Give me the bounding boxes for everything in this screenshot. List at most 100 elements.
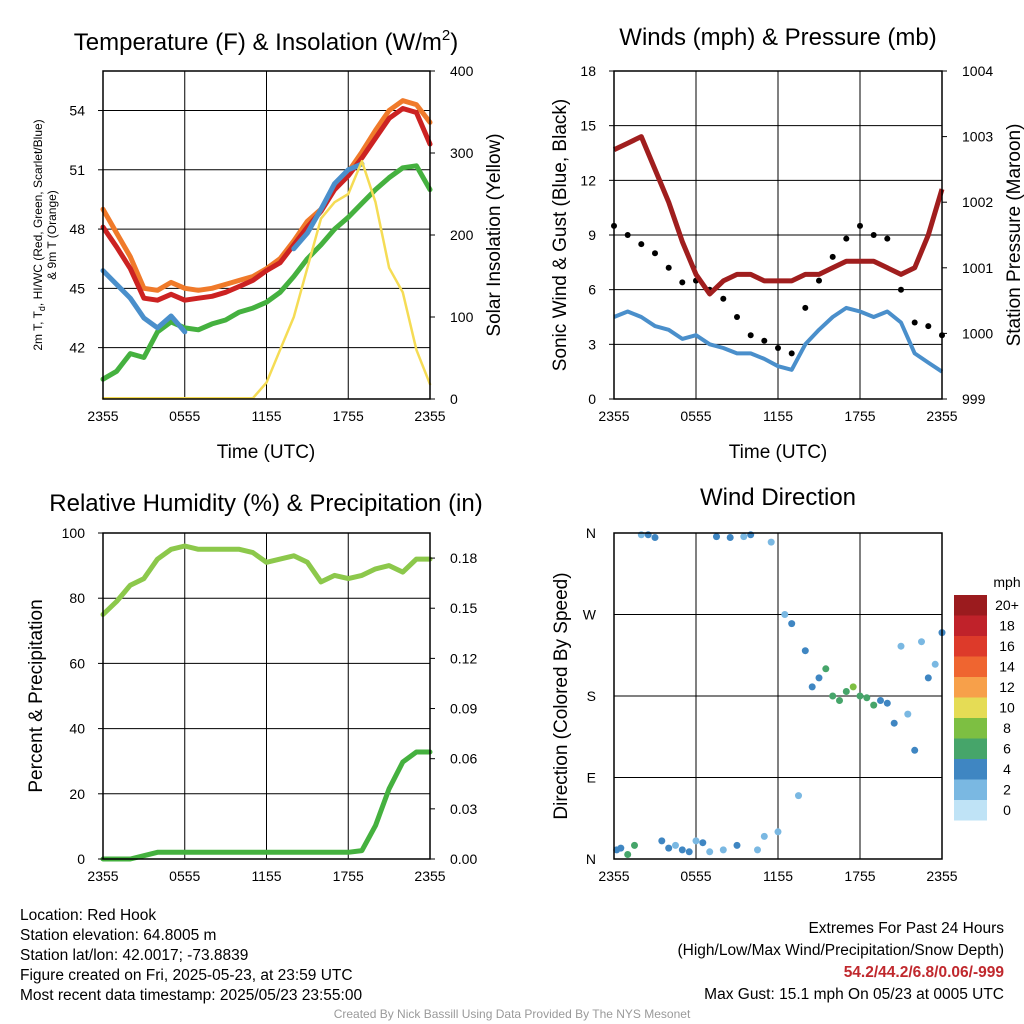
direction-point [842,688,850,695]
direction-point [781,611,789,618]
colorbar-label: 6 [1003,741,1011,757]
y-right-tick-label: 0.18 [450,550,477,566]
winds-right-ticks: 999 1000 1001 1002 1003 1004 [942,63,993,407]
y-right-tick-label: 999 [962,391,986,407]
colorbar-swatch [954,636,987,657]
y-right-tick-label: 0 [450,391,458,407]
gust-point [679,279,686,286]
direction-panel-title: Wind Direction [700,484,856,511]
x-tick-label: 1155 [763,868,793,884]
temperature-y-axis-label: 2m T, Td, HI/WC (Red, Green, Scarlet/Blu… [31,119,47,350]
colorbar-label: 0 [1003,802,1011,818]
direction-point [685,848,693,856]
direction-point [856,692,864,700]
temperature-left-ticks: 42 45 48 51 54 [69,103,103,356]
humidity-x-ticks: 2355 0555 1155 1755 2355 [87,868,445,884]
y-right-tick-label: 0.15 [450,600,477,616]
direction-point [877,697,884,704]
series-line-relative-humidity [100,543,433,617]
winds-x-axis-label: Time (UTC) [729,442,828,463]
recent-timestamp: Most recent data timestamp: 2025/05/23 2… [20,987,363,1004]
y-right-tick-label: 1004 [962,63,993,79]
x-tick-label: 2355 [598,868,629,884]
colorbar-swatch [954,697,987,718]
y-tick-label: 42 [69,340,85,356]
colorbar-swatch [954,759,987,780]
direction-series [613,531,946,858]
colorbar-swatch [954,656,987,677]
x-tick-label: 0555 [680,868,711,884]
y-tick-label: 0 [588,391,596,407]
direction-point [815,674,823,682]
y-tick-label: 15 [580,118,596,134]
y-tick-label: N [586,525,596,541]
humidity-right-ticks: 0.00 0.03 0.06 0.09 0.12 0.15 0.18 [430,550,477,867]
gust-point [761,337,768,344]
max-gust: Max Gust: 15.1 mph On 05/23 at 0005 UTC [704,986,1004,1003]
humidity-panel-title: Relative Humidity (%) & Precipitation (i… [49,490,482,517]
direction-point [733,841,741,849]
gust-point [720,295,727,302]
y-tick-label: 45 [69,280,85,296]
y-tick-label: 18 [580,63,596,79]
y-tick-label: 12 [580,172,596,188]
winds-x-ticks: 2355 0555 1155 1755 2355 [598,408,957,424]
gust-point [816,277,822,284]
colorbar-label: 12 [999,679,1015,695]
series-line-precipitation [100,749,433,862]
credit-line: Created By Nick Bassill Using Data Provi… [333,1007,691,1021]
x-tick-label: 1155 [251,868,281,884]
x-tick-label: 0555 [680,408,711,424]
temperature-panel: Temperature (F) & Insolation (W/m2) 42 45… [31,27,505,463]
y-right-tick-label: 1001 [962,260,993,276]
station-info: Location: Red Hook Station elevation: 64… [20,906,362,1006]
y-right-tick-label: 0.12 [450,650,477,666]
winds-grid [614,71,942,399]
gust-point [802,304,809,311]
temperature-y-axis-label-line2: & 9m T (Orange) [45,190,59,280]
direction-point [767,538,775,546]
x-tick-label: 1755 [844,868,875,884]
direction-point [665,844,673,852]
direction-point [788,620,796,628]
y-tick-label: 51 [69,162,85,178]
gust-point [911,319,918,326]
colorbar-label: 14 [999,659,1015,675]
y-tick-label: S [587,688,596,704]
gust-point [788,350,795,357]
winds-left-ticks: 0 3 6 9 12 15 18 [580,63,614,407]
direction-point [836,697,843,704]
series-line-sonic-wind [613,305,944,374]
series-line-hi-wc [100,161,365,335]
colorbar-swatch [954,738,987,759]
x-tick-label: 2355 [926,408,957,424]
extremes-summary: Extremes For Past 24 Hours (High/Low/Max… [678,918,1005,1006]
colorbar-label: 20+ [995,597,1019,613]
y-right-tick-label: 0.00 [450,851,477,867]
direction-point [678,846,686,854]
winds-panel-title: Winds (mph) & Pressure (mb) [619,24,936,51]
gust-point [624,232,631,238]
direction-point [692,837,700,845]
gust-point [843,235,850,242]
y-tick-label: 9 [588,227,596,243]
colorbar-label: 2 [1003,782,1011,798]
extremes-title: Extremes For Past 24 Hours [808,920,1004,937]
colorbar-swatch [954,615,987,636]
direction-point [754,846,761,854]
direction-plot-frame [613,532,943,860]
series-line-solar-insolation [101,159,432,400]
y-right-tick-label: 1003 [962,129,993,145]
y-tick-label: 3 [588,336,596,352]
colorbar-swatch [954,595,987,616]
direction-x-ticks: 2355 0555 1155 1755 2355 [598,868,957,884]
direction-point [918,638,925,646]
direction-y-axis-label: Direction (Colored By Speed) [551,572,572,819]
series-line-station-pressure [612,134,945,297]
series-line-td [100,163,433,382]
direction-point [651,534,659,541]
direction-point [808,683,816,691]
y-tick-label: 48 [69,221,85,237]
gust-point [857,222,863,229]
direction-point [774,828,782,836]
